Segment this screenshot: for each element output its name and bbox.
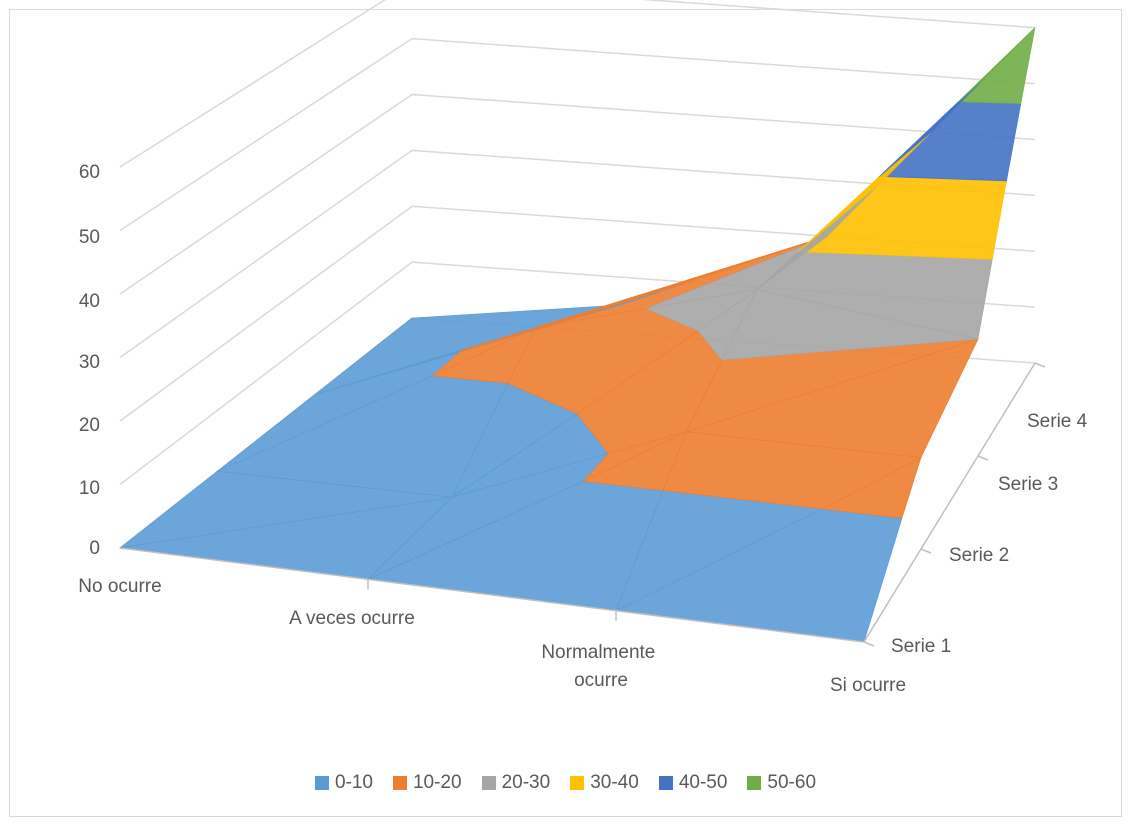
- legend: 0-10 10-20 20-30 30-40 40-50 50-60: [0, 772, 1131, 794]
- category-label-no-ocurre: No ocurre: [78, 576, 161, 597]
- legend-swatch: [570, 776, 585, 790]
- surface-band-20-30: [645, 289, 758, 332]
- z-tick-60: 60: [79, 162, 100, 183]
- series-tick-mark: [863, 641, 875, 647]
- surface-band-10-20: [662, 431, 923, 510]
- surface-plot: [118, 26, 1036, 643]
- series-axis-line: [863, 362, 1036, 643]
- z-tick-40: 40: [79, 291, 100, 312]
- gridline: [119, 0, 1036, 168]
- legend-item: 30-40: [570, 772, 639, 794]
- legend-swatch: [658, 776, 673, 790]
- gridline: [119, 149, 1036, 359]
- surface-band-20-30: [721, 289, 979, 361]
- legend-label: 40-50: [678, 772, 728, 793]
- legend-label: 10-20: [412, 772, 462, 793]
- category-axis-line: [119, 547, 865, 643]
- z-tick-10: 10: [79, 478, 100, 499]
- series-tick-mark: [920, 548, 932, 554]
- surface-band-30-40: [797, 176, 1007, 260]
- series-tick-mark: [977, 455, 989, 461]
- legend-item: 40-50: [658, 772, 728, 794]
- surface-band-40-50: [878, 101, 1022, 182]
- series-label-serie-3: Serie 3: [998, 474, 1058, 495]
- z-tick-0: 0: [89, 538, 100, 559]
- legend-label: 0-10: [334, 772, 373, 793]
- category-label-normalmente-ocurre: Normalmente ocurre: [541, 642, 660, 691]
- surface-band-10-20: [535, 235, 828, 328]
- legend-item: 20-30: [481, 772, 551, 794]
- z-tick-20: 20: [79, 415, 100, 436]
- legend-item: 10-20: [392, 772, 462, 794]
- z-tick-50: 50: [79, 227, 100, 248]
- legend-label: 30-40: [590, 772, 639, 793]
- series-label-serie-4: Serie 4: [1027, 411, 1088, 432]
- surface-band-10-20: [583, 431, 687, 482]
- legend-label: 20-30: [501, 772, 551, 793]
- series-label-serie-1: Serie 1: [891, 636, 951, 657]
- gridline: [119, 93, 1036, 295]
- series-label-serie-2: Serie 2: [949, 545, 1009, 566]
- axes: [119, 362, 1046, 647]
- z-tick-30: 30: [79, 352, 100, 373]
- category-label-si-ocurre: Si ocurre: [830, 675, 906, 696]
- category-label-a-veces-ocurre: A veces ocurre: [289, 608, 415, 629]
- gridline: [119, 37, 1036, 232]
- legend-item: 50-60: [747, 772, 816, 794]
- legend-swatch: [392, 776, 407, 790]
- surface-band-50-60: [958, 27, 1036, 103]
- surface-band-10-20: [507, 308, 699, 415]
- legend-swatch: [747, 776, 762, 790]
- legend-swatch: [481, 776, 496, 790]
- surface-band-0-10: [118, 470, 452, 549]
- legend-swatch: [314, 776, 329, 790]
- legend-label: 50-60: [767, 772, 817, 793]
- legend-item: 0-10: [314, 772, 373, 794]
- series-tick-mark: [1034, 362, 1046, 368]
- surface-band-10-20: [432, 327, 536, 377]
